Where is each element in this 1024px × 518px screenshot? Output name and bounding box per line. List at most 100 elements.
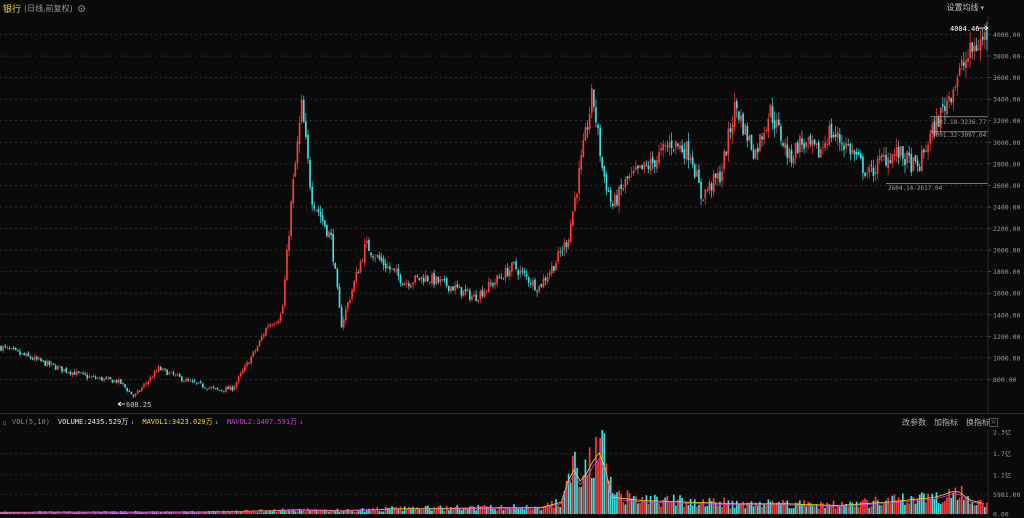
volume-bar [515, 507, 517, 514]
candle-body [603, 166, 606, 177]
candle-body [696, 170, 698, 177]
candle-body [52, 363, 55, 365]
candle-body [931, 124, 934, 135]
switch-indicator-button[interactable]: 换指标 [966, 418, 990, 427]
volume-bar [498, 506, 501, 514]
volume-bar [683, 507, 686, 514]
candle-body [17, 350, 19, 351]
candle-body [565, 242, 568, 248]
volume-bar [790, 508, 793, 514]
volume-bar [929, 499, 932, 514]
candle-body [197, 382, 200, 384]
volume-bar [399, 506, 402, 514]
add-indicator-button[interactable]: 加指标 [934, 418, 958, 427]
candle-body [662, 144, 665, 151]
volume-bar [418, 509, 421, 514]
volume-bar [506, 508, 509, 514]
volume-bar [351, 511, 353, 514]
candle-body [916, 160, 919, 167]
candle-body [971, 42, 974, 53]
volume-bar [59, 512, 61, 514]
volume-bar [75, 512, 78, 514]
candle-body [685, 142, 688, 160]
candle-body [380, 257, 383, 262]
candle-body [370, 252, 372, 256]
candle-body [868, 167, 871, 173]
candle-body [246, 362, 248, 366]
candle-body [969, 43, 971, 59]
candle-body [69, 371, 72, 375]
volume-bar [834, 508, 837, 514]
candle-body [353, 281, 356, 292]
volume-chart[interactable]: 2.3亿 1.7亿 1.1亿 5981.00 0.00 [0, 430, 1024, 518]
volume-tick-label: 1.7亿 [993, 449, 1012, 458]
candle-body [176, 374, 179, 376]
candle-body [450, 286, 452, 292]
candle-body [410, 284, 412, 288]
mavol2-value: MAVOL2:3407.591万 [226, 418, 298, 426]
volume-bar [52, 512, 55, 514]
candle-body [830, 123, 833, 138]
candle-body [754, 149, 757, 159]
candle-body [717, 172, 719, 179]
volume-bar [529, 509, 532, 514]
volume-bar [172, 512, 175, 514]
volume-bar [935, 492, 938, 514]
volume-bar [153, 511, 156, 514]
volume-bar [195, 511, 198, 514]
volume-bar [508, 507, 511, 514]
volume-bar [984, 507, 986, 514]
candle-body [365, 240, 368, 244]
volume-bar [475, 510, 477, 514]
price-tick-label: 3000.00 [993, 139, 1020, 147]
candle-body [914, 155, 917, 162]
volume-bar [393, 507, 395, 514]
volume-bar [414, 508, 417, 514]
volume-bar [271, 511, 274, 514]
volume-value: VOLUME:2435.529万 [57, 418, 129, 426]
volume-bar [918, 494, 921, 514]
volume-bar [35, 512, 38, 514]
candle-body [40, 358, 42, 362]
candle-body [910, 153, 913, 173]
set-ma-button[interactable]: 设置均线 ▾ [946, 2, 984, 13]
candle-body [433, 272, 435, 285]
candle-body [174, 374, 177, 376]
gear-icon[interactable] [77, 3, 87, 13]
candle-body [464, 288, 467, 292]
price-chart[interactable]: 4000.00 3800.00 3600.00 3400.00 3200.00 3000.… [0, 16, 1024, 413]
candle-body [891, 154, 894, 164]
volume-bar [853, 506, 856, 514]
candle-body [807, 137, 810, 140]
volume-bar [895, 501, 898, 514]
candle-body [471, 296, 473, 300]
candle-body [929, 133, 932, 144]
close-icon[interactable]: × [989, 418, 998, 427]
candle-body [109, 377, 112, 380]
volume-bar [178, 512, 181, 514]
candle-body [920, 150, 923, 172]
volume-panel-title[interactable]: VOL(5,10) [12, 418, 50, 426]
index-name[interactable]: 银行 [3, 4, 22, 15]
volume-bar [355, 511, 358, 514]
volume-bar [563, 491, 566, 514]
volume-bar [777, 502, 780, 514]
volume-bar [815, 504, 818, 514]
volume-bar [378, 511, 381, 514]
volume-bar [731, 500, 734, 514]
modify-params-button[interactable]: 改参数 [902, 418, 926, 427]
volume-bar [490, 505, 492, 514]
volume-bar [822, 503, 824, 514]
candle-body [681, 145, 683, 152]
candle-body [220, 390, 223, 392]
candle-body [103, 378, 105, 381]
volume-bar [714, 502, 717, 514]
candle-body [387, 266, 389, 268]
candle-body [523, 271, 526, 274]
candle-body [630, 171, 633, 174]
candle-body [107, 377, 110, 379]
mavol1-value: MAVOL1:3423.029万 [142, 418, 213, 426]
candle-body [481, 290, 484, 297]
candle-body [336, 268, 339, 288]
volume-bar [721, 507, 723, 514]
